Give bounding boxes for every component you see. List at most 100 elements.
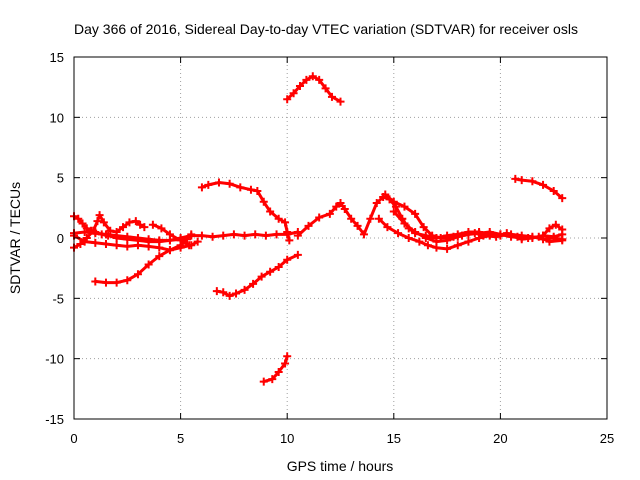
- series-track-9: [259, 352, 292, 386]
- data-point: [219, 288, 228, 297]
- x-tick-label: 25: [600, 431, 614, 446]
- data-point: [261, 231, 270, 240]
- x-tick-label: 20: [493, 431, 507, 446]
- chart-title: Day 366 of 2016, Sidereal Day-to-day VTE…: [74, 21, 578, 37]
- data-point: [74, 214, 83, 223]
- data-point: [182, 235, 191, 244]
- data-point: [539, 180, 548, 189]
- y-tick-label: 10: [50, 110, 64, 125]
- axis-ticks: [73, 56, 608, 420]
- data-point: [157, 224, 166, 233]
- data-point: [304, 221, 313, 230]
- data-point: [315, 213, 324, 222]
- data-point: [193, 237, 202, 246]
- y-tick-label: -15: [45, 412, 64, 427]
- data-point: [400, 219, 409, 228]
- data-point: [133, 241, 142, 250]
- data-point: [165, 230, 174, 239]
- y-tick-label: 0: [57, 231, 64, 246]
- data-point: [155, 243, 164, 252]
- data-point: [274, 262, 283, 271]
- data-point: [257, 272, 266, 281]
- data-point: [214, 178, 223, 187]
- data-point: [528, 234, 537, 242]
- data-point: [517, 235, 526, 244]
- data-point: [340, 205, 349, 214]
- data-point: [389, 197, 398, 206]
- data-point: [302, 75, 311, 84]
- y-tick-label: -5: [52, 291, 64, 306]
- data-point: [155, 252, 164, 261]
- data-point: [283, 95, 292, 104]
- data-point: [517, 176, 526, 185]
- data-point: [80, 237, 89, 246]
- data-point: [133, 234, 142, 242]
- data-point: [266, 207, 275, 216]
- data-point: [101, 278, 110, 287]
- data-point: [321, 84, 330, 93]
- x-tick-label: 10: [280, 431, 294, 446]
- data-point: [95, 211, 104, 220]
- data-point: [197, 231, 206, 240]
- data-point: [549, 186, 558, 195]
- data-point: [400, 202, 409, 211]
- data-point: [289, 89, 298, 98]
- data-point: [133, 270, 142, 279]
- x-tick-labels: 0 5 10 15 20 25: [70, 431, 614, 446]
- data-point: [125, 218, 134, 227]
- data-point: [428, 231, 437, 240]
- data-point: [381, 190, 390, 199]
- data-point: [545, 224, 554, 233]
- series-track-10: [283, 72, 345, 106]
- data-point: [281, 218, 290, 227]
- data-point: [415, 237, 424, 246]
- series-line: [215, 253, 300, 298]
- data-point: [283, 352, 292, 361]
- data-point: [140, 223, 149, 232]
- data-point: [293, 250, 302, 259]
- x-tick-label: 0: [70, 431, 77, 446]
- data-point: [259, 377, 268, 386]
- data-point: [165, 246, 174, 255]
- series-track-6: [148, 220, 194, 250]
- series-track-16: [539, 220, 567, 240]
- data-point: [411, 227, 420, 236]
- data-point: [274, 367, 283, 376]
- data-point: [266, 267, 275, 276]
- data-point: [91, 238, 100, 247]
- data-point: [308, 72, 317, 81]
- data-point: [327, 92, 336, 101]
- data-point: [101, 240, 110, 249]
- data-point: [485, 227, 494, 236]
- data-point: [421, 234, 430, 242]
- data-point: [549, 232, 558, 241]
- data-point: [325, 209, 334, 218]
- data-point: [285, 236, 294, 245]
- data-point: [295, 81, 304, 90]
- data-point: [558, 225, 567, 234]
- data-point: [197, 183, 206, 192]
- data-point: [268, 375, 277, 384]
- data-point: [432, 237, 441, 246]
- data-point: [144, 235, 153, 244]
- data-point: [112, 231, 121, 240]
- data-point: [93, 217, 102, 226]
- data-point: [136, 220, 145, 229]
- data-point: [123, 276, 132, 285]
- data-point: [91, 277, 100, 286]
- series-track-7: [197, 178, 294, 245]
- data-point: [496, 230, 505, 239]
- data-point: [507, 231, 516, 240]
- data-point: [372, 199, 381, 208]
- data-point: [240, 285, 249, 294]
- data-point: [101, 230, 110, 239]
- data-point: [236, 183, 245, 192]
- data-point: [112, 278, 121, 287]
- data-point: [453, 232, 462, 241]
- data-point: [464, 237, 473, 246]
- data-point: [528, 177, 537, 186]
- data-point: [545, 237, 554, 246]
- data-point: [225, 179, 234, 188]
- data-point: [336, 97, 345, 106]
- data-point: [253, 186, 262, 195]
